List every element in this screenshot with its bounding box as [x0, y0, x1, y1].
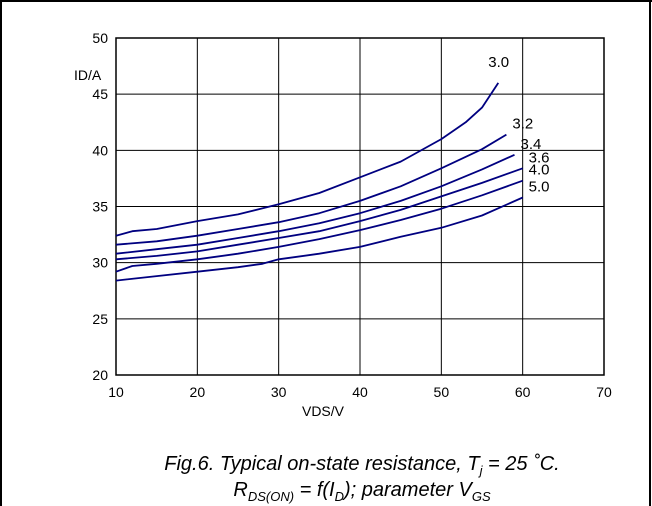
x-tick-label-4: 50 [434, 384, 450, 400]
series-line-4.0 [115, 179, 524, 273]
caption-line2-r-sub: DS(ON) [248, 489, 294, 504]
x-tick-label-1: 20 [190, 384, 206, 400]
series-line-3.2 [115, 133, 507, 246]
caption-line-2: RDS(ON) = f(ID); parameter VGS [233, 479, 491, 504]
caption-line1-sub: j [478, 463, 484, 478]
series-label-3.4: 3.4 [521, 136, 542, 153]
series-label-3.6: 3.6 [529, 149, 550, 166]
x-axis-label: VDS/V [302, 403, 345, 419]
x-tick-label-6: 70 [596, 384, 612, 400]
y-tick-label-4: 40 [92, 142, 108, 158]
y-tick-label-0: 20 [92, 367, 108, 383]
caption-line2-vgs-sub: GS [472, 489, 491, 504]
x-tick-label-0: 10 [108, 384, 124, 400]
caption-line1-prefix: Fig.6. Typical on-state resistance, T [164, 453, 481, 475]
caption-line2-r: R [233, 479, 247, 501]
y-tick-label-3: 35 [92, 199, 108, 215]
series-label-3.0: 3.0 [488, 54, 509, 71]
caption-line1-suffix: = 25 ˚C. [482, 453, 559, 475]
series-label-3.2: 3.2 [512, 116, 533, 133]
series-label-5.0: 5.0 [529, 179, 550, 196]
series-line-5.0 [115, 196, 524, 282]
x-tick-label-5: 60 [515, 384, 531, 400]
caption-line2-tail: ); parameter V [342, 479, 473, 501]
caption-line2-mid: = f(I [294, 479, 335, 501]
y-tick-label-2: 30 [92, 255, 108, 271]
plot-border [115, 37, 605, 376]
series-line-3.6 [115, 167, 524, 261]
series-line-3.4 [115, 153, 515, 255]
y-tick-label-1: 25 [92, 311, 108, 327]
y-tick-label-6: 50 [92, 30, 108, 46]
series-line-3.0 [115, 82, 500, 237]
y-tick-label-5: 45 [92, 86, 108, 102]
series-label-4.0: 4.0 [529, 162, 550, 179]
x-tick-label-2: 30 [271, 384, 287, 400]
y-axis-label: ID/A [74, 67, 102, 83]
caption-line-1: Fig.6. Typical on-state resistance, Tj =… [164, 453, 559, 478]
plot-area: 10 20 30 40 50 60 70202530354045503.03.23.43.6… [92, 30, 612, 400]
x-tick-label-3: 40 [352, 384, 368, 400]
caption-line2-id-sub: D [335, 489, 344, 504]
